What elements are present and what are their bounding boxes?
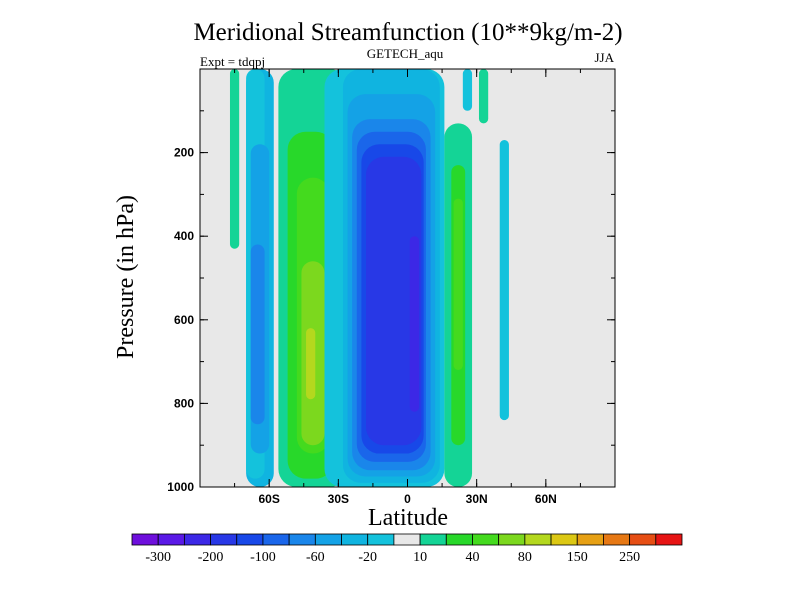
colorbar-swatch [367,533,395,546]
colorbar-swatch [445,533,473,546]
x-tick-label: 30S [328,492,349,506]
chart-title: Meridional Streamfunction (10**9kg/m-2) [193,19,622,46]
colorbar-swatch [629,533,657,546]
colorbar-label: -100 [250,550,276,565]
colorbar-swatch [314,533,342,546]
colorbar-swatch [419,533,447,546]
colorbar-label: 250 [619,550,640,565]
contour-region [409,236,420,412]
colorbar-swatch [603,533,631,546]
x-tick-label: 0 [404,492,411,506]
y-tick-label: 200 [174,146,194,160]
contour-region [250,244,265,425]
y-axis-label: Pressure (in hPa) [113,195,139,359]
contour-region [229,69,240,249]
colorbar-swatch [236,533,264,546]
colorbar-swatch [157,533,185,546]
colorbar-label: -20 [358,550,377,565]
contour-region [366,156,422,446]
y-tick-label: 1000 [167,480,194,494]
x-axis-label: Latitude [368,505,448,531]
colorbar-swatch [550,533,578,546]
contour-region [306,328,316,400]
x-tick-label: 60N [535,492,557,506]
chart-subtitle-center: GETECH_aqu [367,46,444,61]
plot-area [199,68,616,488]
contour-region [499,140,509,421]
contour-region [478,69,489,124]
colorbar-label: 10 [413,550,427,565]
x-axis-ticks: 60S 30S 0 30N 60N [199,69,616,506]
x-tick-label: 30N [466,492,488,506]
colorbar-swatch [262,533,290,546]
colorbar-label: 150 [567,550,588,565]
colorbar-swatch [183,533,211,546]
colorbar-label: -300 [145,550,171,565]
colorbar-swatch [210,533,238,546]
y-axis-ticks: 200 400 600 800 1000 [167,68,615,494]
colorbar-swatch [498,533,526,546]
colorbar-label: -200 [198,550,224,565]
y-tick-label: 600 [174,313,194,327]
colorbar-label: 80 [518,550,532,565]
colorbar-swatch [131,533,159,546]
colorbar-swatch [524,533,552,546]
colorbar-swatch [655,533,683,546]
colorbar-label: -60 [306,550,325,565]
colorbar: -300 -200 -100 -60 -20 10 40 80 150 250 [131,533,683,565]
colorbar-label: 40 [465,550,479,565]
contour-region [462,69,473,111]
x-tick-label: 60S [258,492,279,506]
y-tick-label: 800 [174,396,194,410]
contour-region [453,198,463,370]
colorbar-swatch [576,533,604,546]
colorbar-swatch [288,533,316,546]
chart-subtitle-right: JJA [594,50,614,65]
chart-subtitle-left: Expt = tdqpj [200,54,265,69]
colorbar-swatch [393,533,421,546]
colorbar-swatch [341,533,369,546]
y-tick-label: 400 [174,229,194,243]
colorbar-swatch [472,533,500,546]
